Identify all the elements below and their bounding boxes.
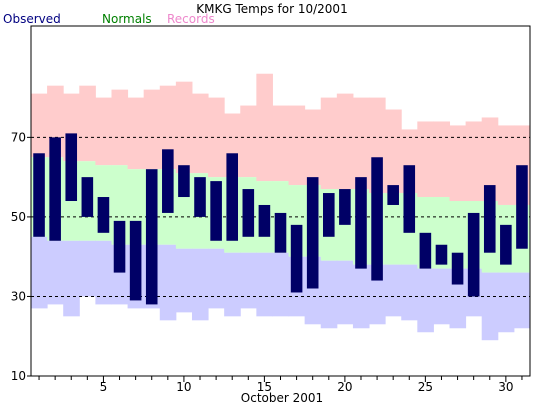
record-high-band	[95, 97, 112, 166]
plot-area: 10 30 50 70 5 10 15 20 25 30	[11, 25, 531, 394]
record-high-band	[320, 97, 338, 190]
record-high-band	[31, 93, 48, 158]
legend-records: Records	[167, 12, 215, 26]
record-low-band	[256, 252, 273, 317]
record-low-band	[513, 272, 531, 329]
record-high-band	[417, 121, 434, 198]
y-tick-label: 10	[11, 369, 26, 383]
observed-bar	[162, 149, 174, 213]
x-tick-label: 15	[257, 380, 272, 394]
record-low-band	[401, 264, 418, 321]
record-high-band	[175, 81, 193, 174]
observed-bar	[65, 133, 78, 201]
record-high-band	[143, 89, 161, 170]
observed-bar	[339, 189, 351, 225]
y-tick-label: 30	[11, 289, 26, 303]
record-high-band	[208, 97, 225, 178]
record-high-band	[79, 85, 96, 162]
observed-bar	[178, 165, 190, 198]
record-low-band	[481, 272, 499, 341]
observed-bar	[226, 153, 239, 241]
normal-band	[449, 201, 467, 269]
observed-bar	[435, 244, 448, 265]
observed-bar	[258, 204, 271, 237]
x-tick-label: 20	[337, 380, 352, 394]
observed-bar	[242, 189, 255, 237]
x-tick-label: 5	[100, 380, 108, 394]
observed-bar	[322, 193, 335, 237]
record-low-band	[272, 252, 290, 317]
record-high-band	[288, 105, 306, 186]
y-tick-label: 70	[11, 130, 26, 144]
observed-bar	[49, 137, 61, 241]
observed-bar	[306, 177, 319, 289]
record-low-band	[191, 248, 209, 321]
observed-bar	[419, 232, 432, 269]
record-high-band	[127, 97, 145, 170]
observed-bar	[194, 177, 206, 217]
record-high-band	[159, 85, 177, 170]
record-high-band	[191, 93, 209, 174]
observed-bar	[355, 177, 367, 269]
observed-bar	[387, 185, 399, 205]
record-high-band	[304, 109, 322, 186]
observed-bar	[500, 224, 512, 265]
record-high-band	[240, 105, 257, 178]
observed-bar	[145, 169, 158, 305]
x-tick-label: 30	[498, 380, 513, 394]
record-low-band	[47, 240, 64, 305]
record-high-band	[481, 117, 499, 201]
record-high-band	[433, 121, 451, 198]
record-low-band	[79, 240, 96, 297]
record-high-band	[256, 73, 273, 182]
record-low-band	[63, 240, 80, 317]
observed-bar	[467, 212, 480, 297]
record-low-band	[497, 272, 515, 333]
record-high-band	[336, 93, 354, 190]
observed-bar	[274, 212, 287, 253]
record-high-band	[111, 89, 129, 166]
record-low-band	[95, 240, 112, 305]
record-low-band	[336, 260, 354, 325]
x-tick-label: 10	[176, 380, 191, 394]
record-low-band	[31, 236, 48, 309]
observed-bar	[290, 224, 303, 293]
record-low-band	[320, 260, 338, 329]
record-high-band	[465, 121, 483, 201]
observed-bar	[210, 181, 222, 241]
observed-bar	[97, 197, 110, 233]
chart-title: KMKG Temps for 10/2001	[196, 2, 347, 16]
record-low-band	[224, 252, 241, 317]
y-tick-label: 50	[11, 210, 26, 224]
record-high-band	[272, 105, 290, 182]
record-low-band	[240, 252, 257, 309]
observed-bar	[129, 220, 142, 301]
record-low-band	[417, 268, 434, 333]
record-low-band	[385, 264, 402, 317]
record-low-band	[159, 244, 177, 321]
observed-bar	[371, 157, 383, 281]
observed-bar	[483, 185, 496, 253]
record-low-band	[175, 248, 193, 313]
observed-bar	[516, 165, 528, 249]
observed-bar	[81, 177, 94, 217]
observed-bar	[451, 252, 464, 285]
record-high-band	[449, 125, 467, 201]
observed-bar	[403, 165, 416, 233]
record-high-band	[352, 97, 370, 190]
x-axis-label: October 2001	[241, 391, 323, 405]
record-high-band	[497, 125, 515, 205]
legend-normals: Normals	[102, 12, 152, 26]
normal-band	[385, 193, 402, 265]
record-high-band	[385, 109, 402, 194]
legend-observed: Observed	[3, 12, 61, 26]
observed-bar	[113, 220, 126, 273]
x-tick-label: 25	[418, 380, 433, 394]
record-low-band	[208, 248, 225, 309]
observed-bar	[33, 153, 45, 237]
